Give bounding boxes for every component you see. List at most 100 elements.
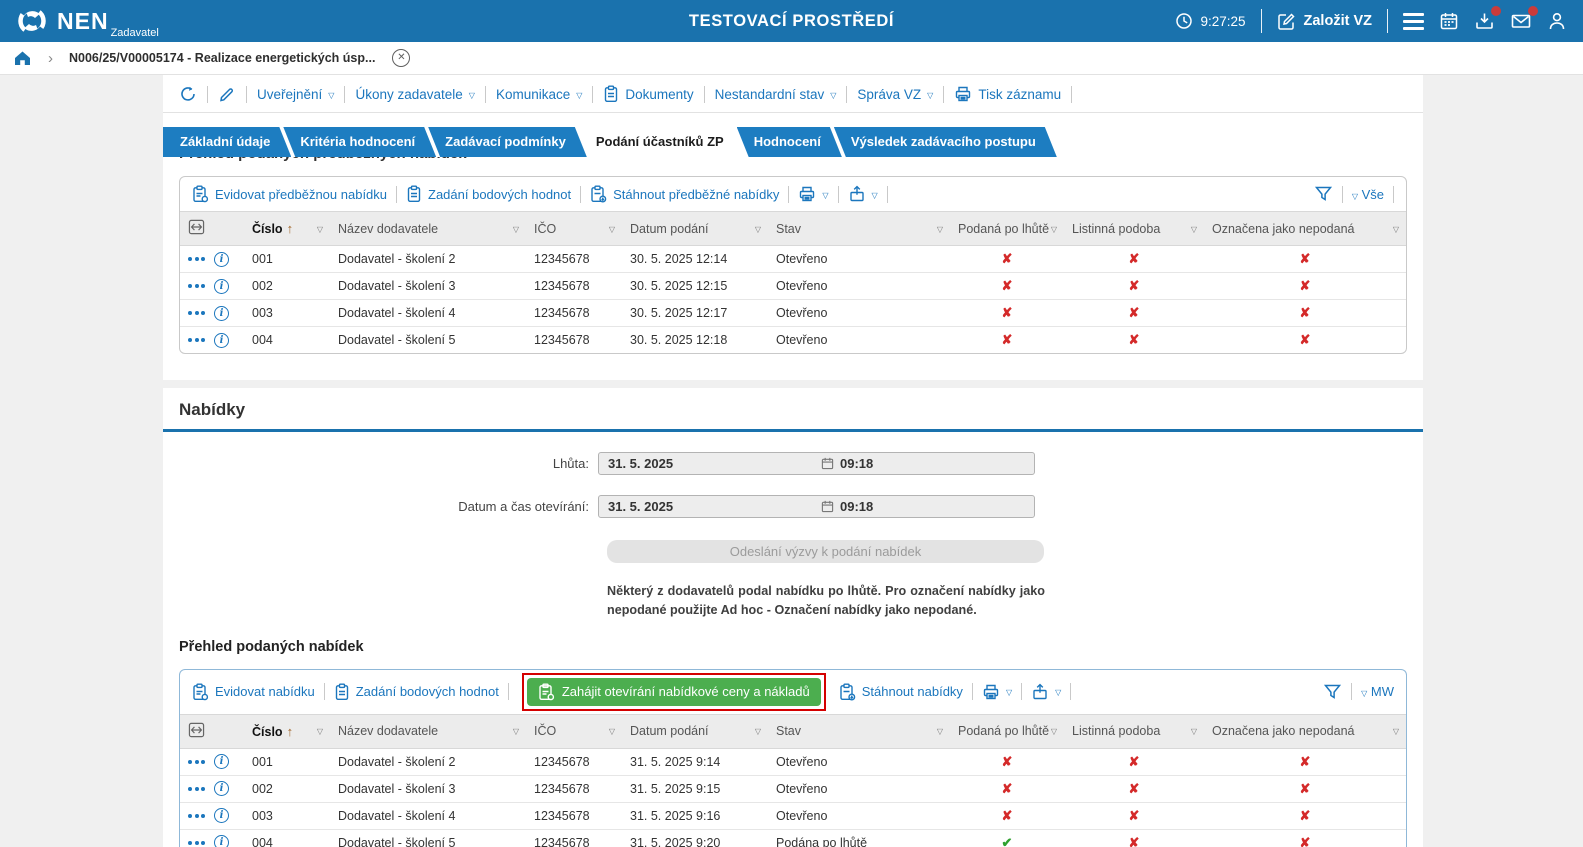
caret-down-icon[interactable]: ▽	[512, 224, 519, 234]
row-menu-icon[interactable]	[188, 813, 205, 818]
print-table-button[interactable]: ▽	[982, 683, 1012, 701]
caret-down-icon[interactable]: ▽	[608, 727, 615, 737]
column-header[interactable]: Označena jako nepodaná ▽	[1204, 211, 1406, 246]
row-menu-icon[interactable]	[188, 338, 205, 342]
caret-down-icon[interactable]: ▽	[512, 727, 519, 737]
table-row[interactable]: i 001 Dodavatel - školení 2 12345678 30. 5. …	[180, 245, 1406, 273]
caret-down-icon[interactable]: ▽	[754, 727, 761, 737]
oteviranni-field[interactable]: 31. 5. 2025 09:18	[598, 495, 1035, 518]
caret-down-icon[interactable]: ▽	[316, 224, 323, 234]
tab-hodnoceni[interactable]: Hodnocení	[737, 127, 842, 157]
row-menu-icon[interactable]	[188, 311, 205, 315]
tab-vysledek[interactable]: Výsledek zadávacího postupu	[834, 127, 1057, 157]
caret-down-icon[interactable]: ▽	[1050, 224, 1057, 234]
row-menu-icon[interactable]	[188, 759, 205, 764]
caret-down-icon[interactable]: ▽	[936, 224, 943, 234]
column-header[interactable]: Listinná podoba ▽	[1064, 713, 1204, 749]
info-icon[interactable]: i	[214, 835, 229, 847]
close-record-icon[interactable]: ✕	[392, 49, 411, 67]
menu-icon[interactable]	[1403, 12, 1424, 30]
table-row[interactable]: i 002 Dodavatel - školení 3 12345678 31. 5. …	[180, 775, 1406, 803]
table-row[interactable]: i 001 Dodavatel - školení 2 12345678 31. 5. …	[180, 748, 1406, 776]
column-header[interactable]: IČO ▽	[526, 713, 622, 749]
stahnout-nabidky-button[interactable]: Stáhnout nabídky	[839, 683, 963, 701]
table-row[interactable]: i 003 Dodavatel - školení 4 12345678 31. 5. …	[180, 802, 1406, 830]
filter-icon[interactable]	[1314, 185, 1333, 203]
breadcrumb-record[interactable]: N006/25/V00005174 - Realizace energetick…	[69, 51, 376, 65]
caret-down-icon[interactable]: ▽	[1190, 727, 1197, 737]
caret-down-icon[interactable]: ▽	[316, 727, 323, 737]
caret-down-icon[interactable]: ▽	[754, 224, 761, 234]
refresh-button[interactable]	[179, 85, 197, 103]
column-header[interactable]: Datum podání ▽	[622, 211, 768, 246]
menu-sprava-vz[interactable]: Správa VZ ▽	[857, 86, 934, 102]
zadani-bodovych-hodnot-button[interactable]: Zadání bodových hodnot	[406, 185, 571, 203]
caret-down-icon[interactable]: ▽	[1392, 727, 1399, 737]
column-chooser-icon[interactable]	[188, 722, 205, 741]
table-row[interactable]: i 003 Dodavatel - školení 4 12345678 30. 5. …	[180, 299, 1406, 327]
info-icon[interactable]: i	[214, 781, 229, 797]
caret-down-icon[interactable]: ▽	[936, 727, 943, 737]
caret-down-icon[interactable]: ▽	[608, 224, 615, 234]
messages-icon[interactable]	[1510, 6, 1538, 31]
column-header[interactable]: Označena jako nepodaná ▽	[1204, 713, 1406, 749]
view-filter-select[interactable]: ▽ Vše	[1351, 186, 1384, 202]
column-header[interactable]: Název dodavatele ▽	[330, 713, 526, 749]
nen-logo[interactable]: NEN Zadavatel	[16, 5, 159, 38]
row-menu-icon[interactable]	[188, 284, 205, 288]
lhuta-field[interactable]: 31. 5. 2025 09:18	[598, 452, 1035, 475]
tab-zadavaci-podminky[interactable]: Zadávací podmínky	[428, 127, 587, 157]
table-row[interactable]: i 004 Dodavatel - školení 5 12345678 30. 5. …	[180, 327, 1406, 354]
export-button[interactable]: ▽	[848, 185, 878, 203]
user-profile-icon[interactable]	[1547, 11, 1567, 31]
menu-ukony-zadavatele[interactable]: Úkony zadavatele ▽	[355, 86, 475, 102]
column-header[interactable]: Datum podání ▽	[622, 713, 768, 749]
info-icon[interactable]: i	[214, 754, 229, 770]
row-menu-icon[interactable]	[188, 257, 205, 261]
info-icon[interactable]: i	[214, 808, 229, 824]
stahnout-predbezne-button[interactable]: Stáhnout předběžné nabídky	[590, 185, 779, 203]
home-icon[interactable]	[13, 49, 32, 67]
row-menu-icon[interactable]	[188, 840, 205, 845]
info-icon[interactable]: i	[214, 332, 229, 348]
info-icon[interactable]: i	[214, 278, 229, 294]
export-button[interactable]: ▽	[1031, 683, 1061, 701]
create-vz-button[interactable]: Založit VZ	[1277, 12, 1372, 31]
zahajit-oteviranni-button[interactable]: Zahájit otevírání nabídkové ceny a nákla…	[526, 677, 821, 706]
column-header[interactable]: Podaná po lhůtě ▽	[950, 211, 1064, 246]
menu-nestandardni-stav[interactable]: Nestandardní stav ▽	[714, 86, 837, 102]
column-header[interactable]: Stav ▽	[768, 211, 950, 246]
column-header[interactable]: Podaná po lhůtě ▽	[950, 713, 1064, 749]
menu-komunikace[interactable]: Komunikace ▽	[495, 86, 583, 102]
column-header[interactable]: Číslo ↑ ▽	[244, 211, 330, 246]
menu-uverejneni[interactable]: Uveřejnění ▽	[257, 86, 335, 102]
print-table-button[interactable]: ▽	[798, 185, 829, 203]
table-row[interactable]: i 004 Dodavatel - školení 5 12345678 31. 5. …	[180, 829, 1406, 847]
tab-podani-ucastniku[interactable]: Podání účastníků ZP	[579, 127, 745, 157]
edit-button[interactable]	[218, 85, 236, 103]
caret-down-icon[interactable]: ▽	[1392, 224, 1399, 234]
caret-down-icon[interactable]: ▽	[1190, 224, 1197, 234]
evidovat-nabidku-button[interactable]: Evidovat nabídku	[192, 683, 315, 701]
caret-down-icon[interactable]: ▽	[1050, 727, 1057, 737]
tab-kriteria-hodnoceni[interactable]: Kritéria hodnocení	[283, 127, 436, 157]
calendar-icon[interactable]	[1439, 11, 1459, 31]
column-header[interactable]: Číslo ↑ ▽	[244, 713, 330, 749]
row-menu-icon[interactable]	[188, 786, 205, 791]
evidovat-predbeznou-button[interactable]: Evidovat předběžnou nabídku	[192, 185, 387, 203]
column-header[interactable]: Název dodavatele ▽	[330, 211, 526, 246]
column-header[interactable]: Listinná podoba ▽	[1064, 211, 1204, 246]
info-icon[interactable]: i	[214, 305, 229, 321]
menu-dokumenty[interactable]: Dokumenty	[603, 85, 694, 103]
tab-zakladni-udaje[interactable]: Základní údaje	[163, 127, 291, 157]
column-header[interactable]: IČO ▽	[526, 211, 622, 246]
print-record-button[interactable]: Tisk záznamu	[954, 85, 1061, 103]
downloads-tray-icon[interactable]	[1474, 6, 1501, 31]
filter-icon[interactable]	[1323, 683, 1342, 701]
column-header[interactable]: Stav ▽	[768, 713, 950, 749]
table-row[interactable]: i 002 Dodavatel - školení 3 12345678 30. 5. …	[180, 272, 1406, 300]
info-icon[interactable]: i	[214, 251, 229, 267]
view-filter-select[interactable]: ▽ MW	[1361, 684, 1394, 700]
column-chooser-icon[interactable]	[188, 219, 205, 238]
zadani-bodovych-hodnot-button[interactable]: Zadání bodových hodnot	[334, 683, 499, 701]
